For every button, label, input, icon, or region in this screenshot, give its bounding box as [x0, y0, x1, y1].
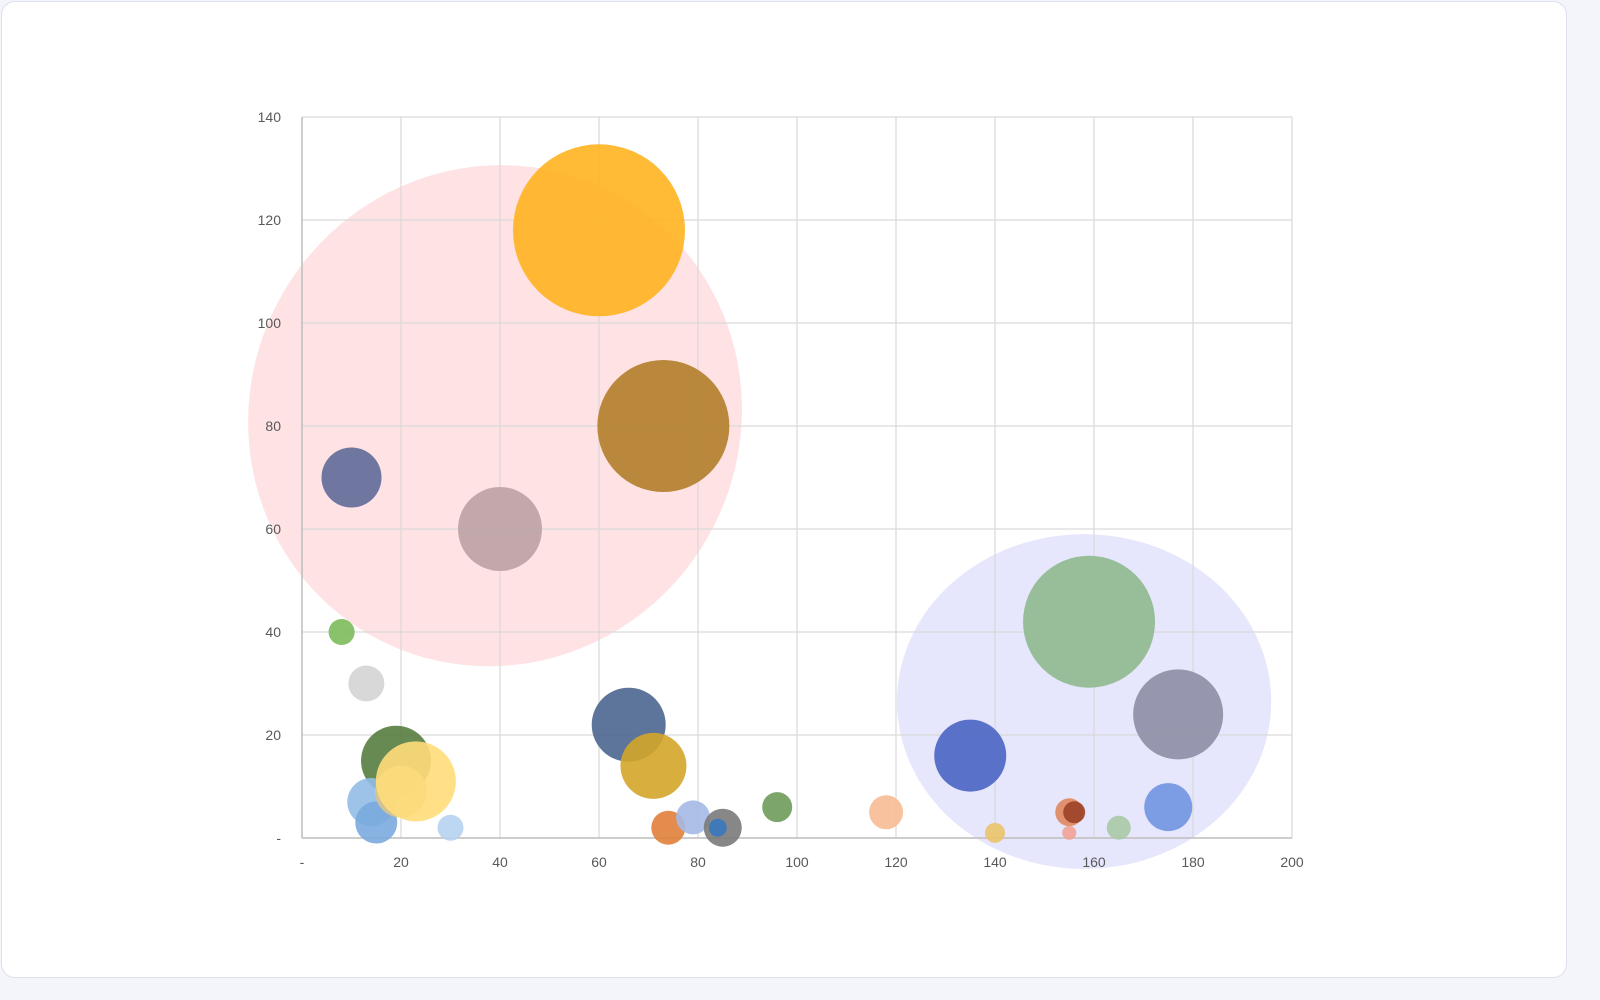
x-tick-label: 20: [393, 854, 409, 870]
bubble-point[interactable]: [1062, 825, 1077, 840]
x-tick-label: 40: [492, 854, 508, 870]
bubble-point[interactable]: [762, 792, 793, 823]
x-tick-label: 200: [1280, 854, 1304, 870]
bubble-point[interactable]: [375, 741, 456, 822]
y-tick-label: 140: [258, 109, 282, 125]
y-tick-label: 100: [258, 315, 282, 331]
bubble-point[interactable]: [985, 822, 1005, 843]
x-tick-label: 160: [1082, 854, 1106, 870]
y-tick-label: 120: [258, 212, 282, 228]
highlight-region-top-left-cluster: [248, 165, 742, 667]
x-tick-label: -: [300, 854, 305, 870]
bubble-point[interactable]: [458, 487, 542, 571]
bubble-point[interactable]: [328, 619, 355, 645]
bubble-point[interactable]: [620, 732, 687, 799]
bubble-point[interactable]: [597, 360, 730, 492]
bubble-point[interactable]: [708, 818, 727, 837]
bubble-point[interactable]: [934, 719, 1007, 792]
bubble-point[interactable]: [1063, 801, 1086, 824]
bubble-point[interactable]: [676, 800, 711, 835]
y-tick-label: 60: [265, 521, 281, 537]
axes: [301, 117, 1292, 839]
x-tick-label: 120: [884, 854, 908, 870]
y-tick-label: -: [276, 830, 281, 846]
bubble-point[interactable]: [513, 144, 685, 317]
x-axis-tick-labels: - 20 40 60 80 100 120 140 160 180 200: [300, 854, 1304, 870]
y-axis-tick-labels: - 20 40 60 80 100 120 140: [258, 109, 282, 846]
bubble-point[interactable]: [1144, 783, 1193, 832]
x-tick-label: 80: [690, 854, 706, 870]
y-tick-label: 40: [265, 624, 281, 640]
bubble-point[interactable]: [1133, 669, 1224, 760]
bubble-point[interactable]: [1106, 815, 1131, 840]
x-tick-label: 100: [785, 854, 809, 870]
bubble-point[interactable]: [1023, 555, 1156, 688]
x-tick-label: 140: [983, 854, 1007, 870]
x-tick-label: 60: [591, 854, 607, 870]
bubble-series: [321, 144, 1224, 847]
bubble-point[interactable]: [437, 814, 464, 841]
bubble-point[interactable]: [869, 795, 904, 830]
y-tick-label: 80: [265, 418, 281, 434]
y-tick-label: 20: [265, 727, 281, 743]
bubble-point[interactable]: [348, 665, 385, 702]
x-tick-label: 180: [1181, 854, 1205, 870]
bubble-point[interactable]: [321, 447, 382, 508]
